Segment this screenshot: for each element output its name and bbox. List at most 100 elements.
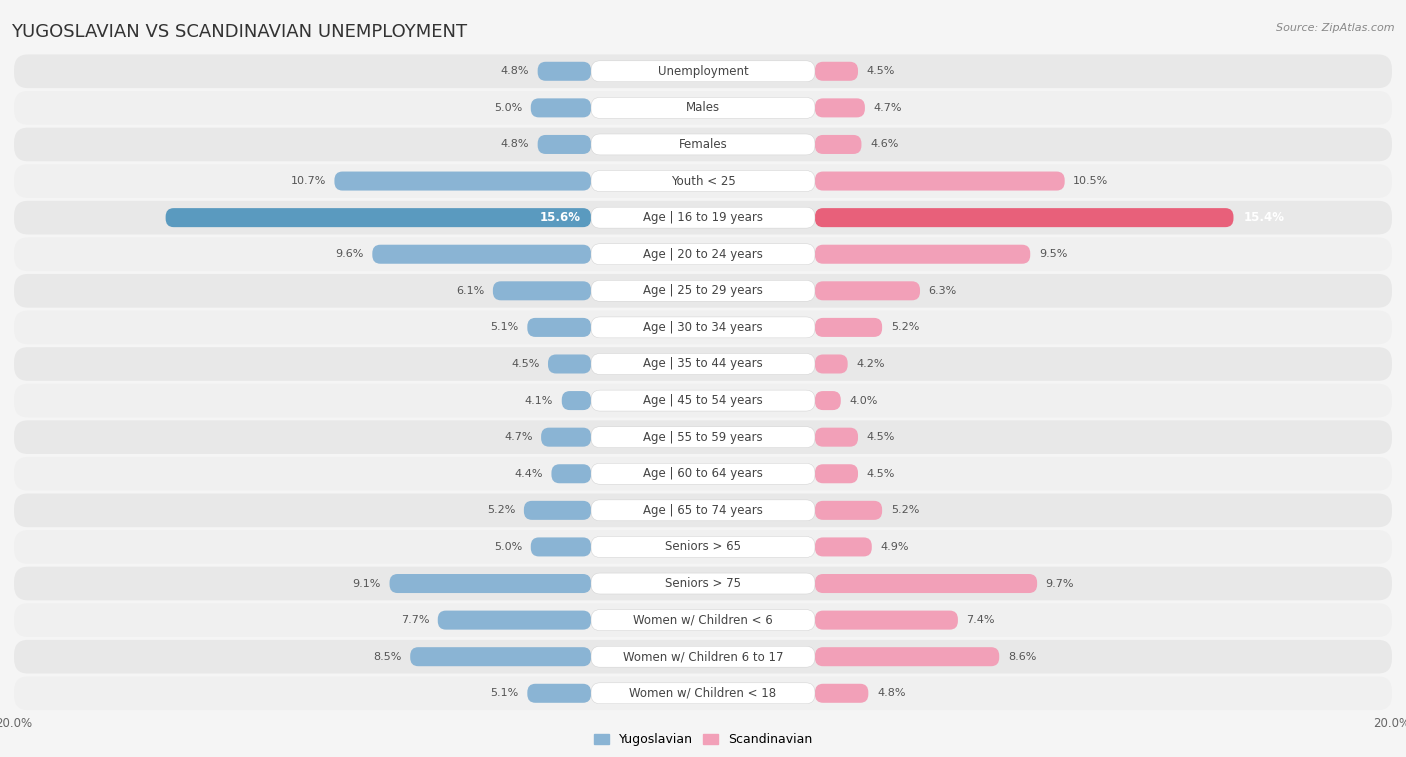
Text: YUGOSLAVIAN VS SCANDINAVIAN UNEMPLOYMENT: YUGOSLAVIAN VS SCANDINAVIAN UNEMPLOYMENT [11,23,467,41]
FancyBboxPatch shape [815,245,1031,263]
Text: 4.5%: 4.5% [866,432,896,442]
Legend: Yugoslavian, Scandinavian: Yugoslavian, Scandinavian [589,728,817,752]
FancyBboxPatch shape [591,537,815,557]
FancyBboxPatch shape [437,611,591,630]
FancyBboxPatch shape [815,62,858,81]
FancyBboxPatch shape [591,170,815,192]
FancyBboxPatch shape [14,494,1392,527]
FancyBboxPatch shape [389,574,591,593]
Text: Age | 45 to 54 years: Age | 45 to 54 years [643,394,763,407]
FancyBboxPatch shape [815,135,862,154]
FancyBboxPatch shape [562,391,591,410]
Text: 4.6%: 4.6% [870,139,898,149]
FancyBboxPatch shape [815,574,1038,593]
FancyBboxPatch shape [815,172,1064,191]
FancyBboxPatch shape [14,384,1392,417]
FancyBboxPatch shape [591,500,815,521]
FancyBboxPatch shape [14,347,1392,381]
FancyBboxPatch shape [815,318,882,337]
Text: 4.8%: 4.8% [501,139,529,149]
FancyBboxPatch shape [527,684,591,702]
FancyBboxPatch shape [815,208,1233,227]
Text: 10.7%: 10.7% [291,176,326,186]
Text: Females: Females [679,138,727,151]
Text: Age | 30 to 34 years: Age | 30 to 34 years [643,321,763,334]
Text: 4.5%: 4.5% [866,67,896,76]
FancyBboxPatch shape [815,428,858,447]
Text: 7.7%: 7.7% [401,615,429,625]
Text: 4.4%: 4.4% [515,469,543,478]
Text: 5.0%: 5.0% [494,103,522,113]
FancyBboxPatch shape [14,164,1392,198]
Text: Age | 55 to 59 years: Age | 55 to 59 years [643,431,763,444]
Text: 4.5%: 4.5% [866,469,896,478]
Text: Women w/ Children 6 to 17: Women w/ Children 6 to 17 [623,650,783,663]
FancyBboxPatch shape [591,427,815,447]
Text: 8.5%: 8.5% [373,652,402,662]
FancyBboxPatch shape [815,537,872,556]
FancyBboxPatch shape [815,501,882,520]
FancyBboxPatch shape [531,98,591,117]
Text: 9.1%: 9.1% [353,578,381,588]
FancyBboxPatch shape [537,135,591,154]
Text: Women w/ Children < 18: Women w/ Children < 18 [630,687,776,699]
FancyBboxPatch shape [815,282,920,301]
Text: Women w/ Children < 6: Women w/ Children < 6 [633,614,773,627]
Text: 4.8%: 4.8% [501,67,529,76]
FancyBboxPatch shape [14,55,1392,88]
FancyBboxPatch shape [815,464,858,483]
FancyBboxPatch shape [815,611,957,630]
Text: Age | 20 to 24 years: Age | 20 to 24 years [643,248,763,260]
Text: Source: ZipAtlas.com: Source: ZipAtlas.com [1277,23,1395,33]
Text: 7.4%: 7.4% [966,615,995,625]
Text: 4.7%: 4.7% [503,432,533,442]
FancyBboxPatch shape [14,640,1392,674]
Text: 4.2%: 4.2% [856,359,884,369]
Text: 4.9%: 4.9% [880,542,908,552]
Text: 5.1%: 5.1% [491,322,519,332]
FancyBboxPatch shape [591,354,815,375]
FancyBboxPatch shape [14,567,1392,600]
Text: 9.5%: 9.5% [1039,249,1067,259]
FancyBboxPatch shape [591,61,815,82]
Text: 4.0%: 4.0% [849,396,877,406]
Text: 6.1%: 6.1% [456,286,484,296]
FancyBboxPatch shape [591,683,815,704]
FancyBboxPatch shape [548,354,591,373]
FancyBboxPatch shape [537,62,591,81]
Text: Unemployment: Unemployment [658,65,748,78]
FancyBboxPatch shape [591,134,815,155]
FancyBboxPatch shape [411,647,591,666]
FancyBboxPatch shape [14,420,1392,454]
FancyBboxPatch shape [14,457,1392,491]
Text: 9.6%: 9.6% [335,249,364,259]
FancyBboxPatch shape [591,244,815,265]
FancyBboxPatch shape [591,463,815,484]
FancyBboxPatch shape [335,172,591,191]
FancyBboxPatch shape [815,647,1000,666]
FancyBboxPatch shape [14,530,1392,564]
FancyBboxPatch shape [14,91,1392,125]
FancyBboxPatch shape [531,537,591,556]
Text: Age | 25 to 29 years: Age | 25 to 29 years [643,285,763,298]
Text: 5.2%: 5.2% [486,506,515,516]
FancyBboxPatch shape [815,684,869,702]
Text: 15.6%: 15.6% [540,211,581,224]
Text: Seniors > 65: Seniors > 65 [665,540,741,553]
Text: 10.5%: 10.5% [1073,176,1108,186]
FancyBboxPatch shape [14,274,1392,307]
FancyBboxPatch shape [551,464,591,483]
FancyBboxPatch shape [14,201,1392,235]
FancyBboxPatch shape [524,501,591,520]
FancyBboxPatch shape [14,238,1392,271]
FancyBboxPatch shape [591,646,815,667]
Text: 9.7%: 9.7% [1046,578,1074,588]
FancyBboxPatch shape [541,428,591,447]
FancyBboxPatch shape [14,128,1392,161]
Text: 5.0%: 5.0% [494,542,522,552]
FancyBboxPatch shape [527,318,591,337]
FancyBboxPatch shape [591,390,815,411]
Text: 4.1%: 4.1% [524,396,553,406]
FancyBboxPatch shape [373,245,591,263]
Text: Age | 65 to 74 years: Age | 65 to 74 years [643,504,763,517]
